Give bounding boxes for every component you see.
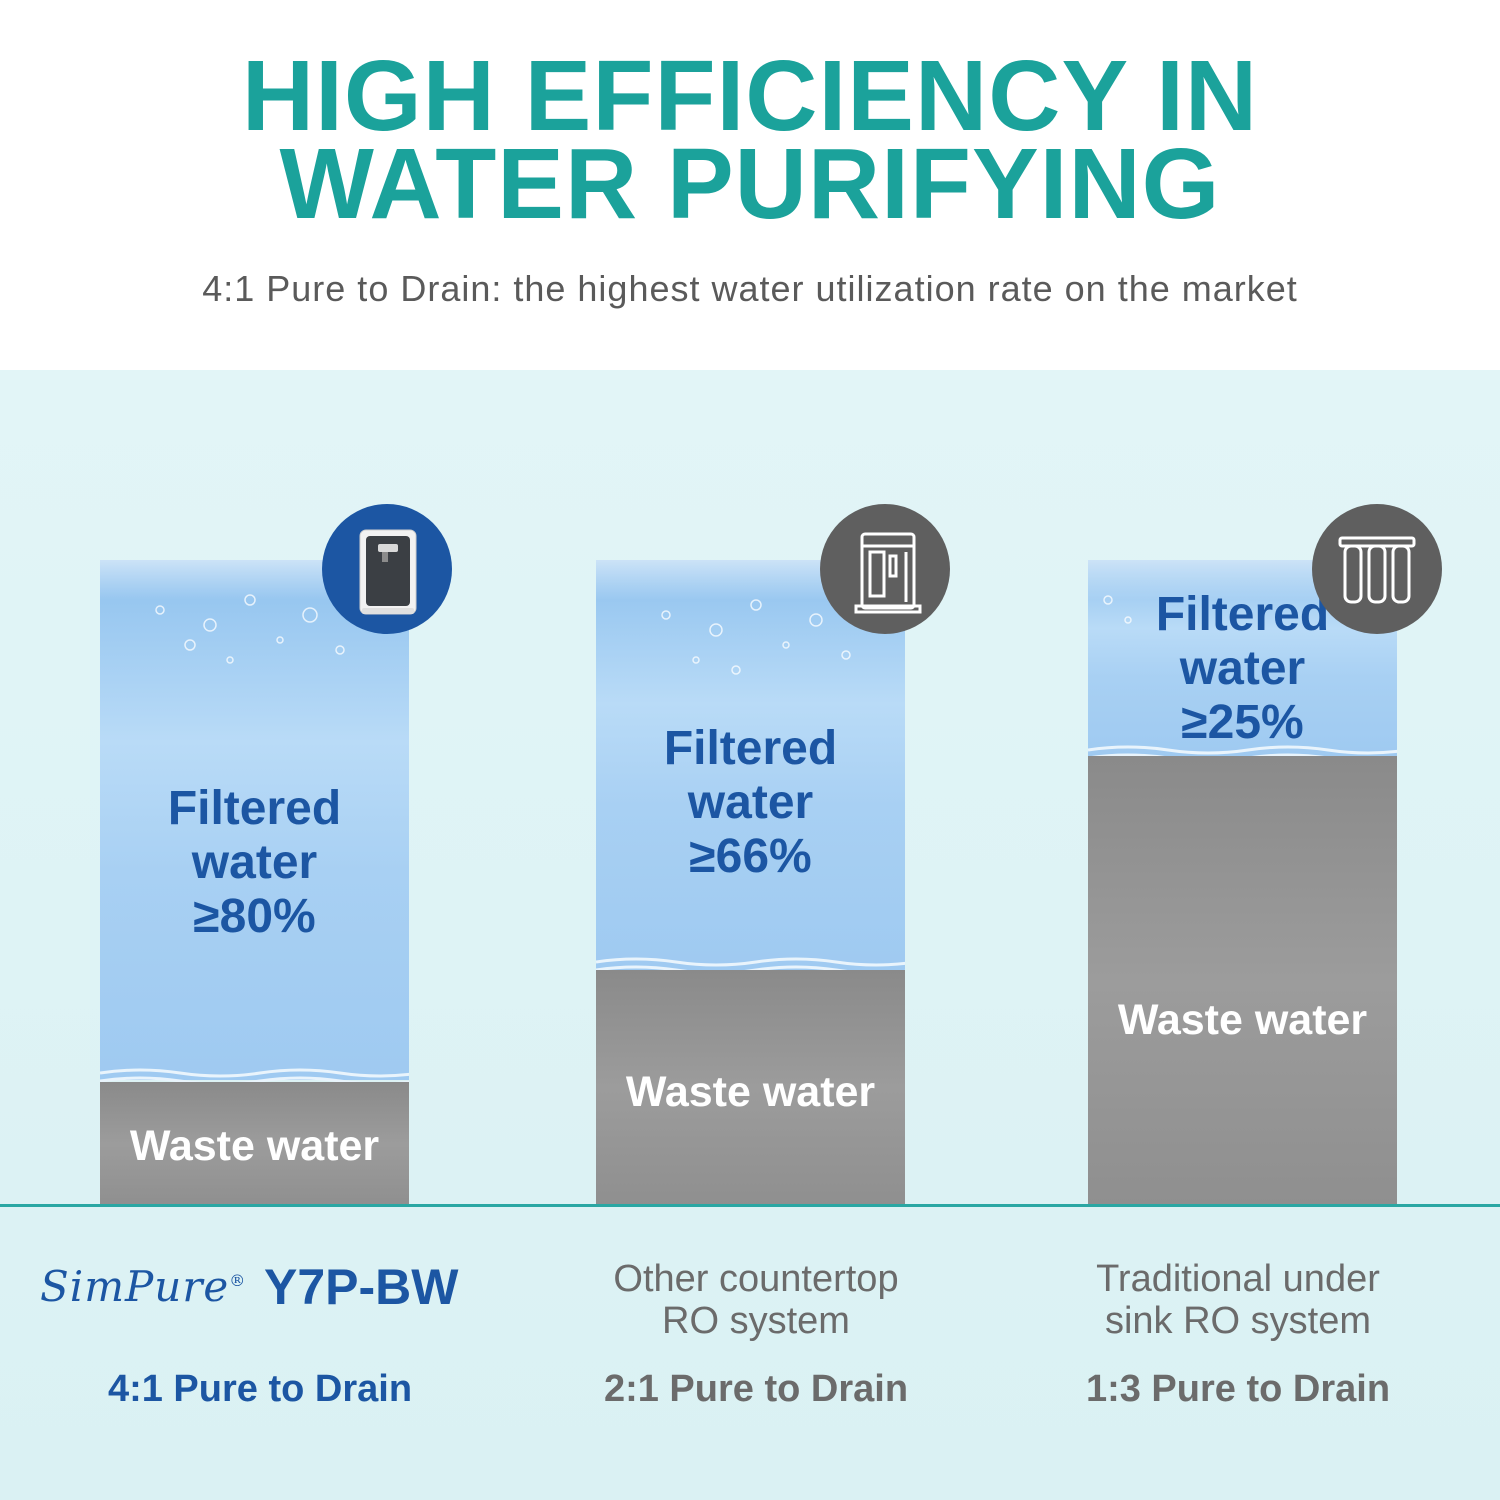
column-undersink-ro: Filtered water ≥25% Waste water bbox=[1088, 560, 1397, 1206]
filtered-label: Filtered water ≥80% bbox=[100, 782, 409, 944]
filtered-percent: ≥66% bbox=[689, 830, 812, 883]
caption-countertop-ro: Other countertop RO system bbox=[613, 1258, 899, 1342]
ratio-countertop-ro: 2:1 Pure to Drain bbox=[603, 1368, 909, 1410]
three-filter-cartridges-icon bbox=[1312, 504, 1442, 634]
ratio-undersink-ro: 1:3 Pure to Drain bbox=[1085, 1368, 1391, 1410]
model-name: Y7P-BW bbox=[264, 1259, 459, 1315]
title-line-1: HIGH EFFICIENCY IN bbox=[241, 40, 1259, 152]
waste-label: Waste water bbox=[625, 1068, 876, 1116]
subtitle: 4:1 Pure to Drain: the highest water uti… bbox=[202, 268, 1298, 309]
waste-water-area: Waste water bbox=[1088, 756, 1397, 1206]
waste-water-area: Waste water bbox=[100, 1082, 409, 1206]
ro-system-icon bbox=[820, 504, 950, 634]
waste-label: Waste water bbox=[129, 1122, 380, 1170]
filtered-label: Filtered water ≥25% bbox=[1088, 588, 1397, 750]
filtered-percent: ≥80% bbox=[193, 890, 316, 943]
filtered-water-area: Filtered water ≥80% bbox=[100, 560, 409, 1080]
countertop-purifier-icon bbox=[322, 504, 452, 634]
ratio-simpure: 4:1 Pure to Drain bbox=[107, 1368, 413, 1410]
filtered-label: Filtered water ≥66% bbox=[596, 722, 905, 884]
filtered-water-area: Filtered water ≥66% bbox=[596, 560, 905, 970]
simpure-logo: SimPure® bbox=[40, 1262, 247, 1311]
column-countertop-ro: Filtered water ≥66% Waste water bbox=[596, 560, 905, 1206]
page-title: HIGH EFFICIENCY IN WATER PURIFYING bbox=[0, 40, 1500, 240]
title-line-2: WATER PURIFYING bbox=[279, 128, 1221, 240]
glass-simpure: Filtered water ≥80% Waste water bbox=[100, 560, 409, 1206]
column-simpure: Filtered water ≥80% Waste water bbox=[100, 560, 409, 1206]
waste-label: Waste water bbox=[1117, 996, 1368, 1044]
caption-undersink-ro: Traditional under sink RO system bbox=[1096, 1258, 1380, 1342]
waste-water-area: Waste water bbox=[596, 970, 905, 1206]
bubbles-decoration bbox=[661, 599, 851, 675]
filtered-percent: ≥25% bbox=[1181, 696, 1304, 749]
baseline-divider bbox=[0, 1204, 1500, 1207]
glass-undersink-ro: Filtered water ≥25% Waste water bbox=[1088, 560, 1397, 1206]
glass-countertop-ro: Filtered water ≥66% Waste water bbox=[596, 560, 905, 1206]
brand-caption: SimPure® Y7P-BW bbox=[40, 1258, 480, 1318]
header: HIGH EFFICIENCY IN WATER PURIFYING 4:1 P… bbox=[0, 0, 1500, 370]
